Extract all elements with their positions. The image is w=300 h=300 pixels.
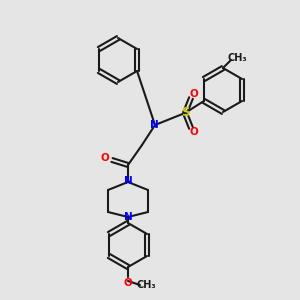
Text: O: O xyxy=(190,127,198,137)
Text: CH₃: CH₃ xyxy=(136,280,156,290)
Text: CH₃: CH₃ xyxy=(227,53,247,63)
Text: O: O xyxy=(190,89,198,99)
Text: N: N xyxy=(124,212,132,222)
Text: O: O xyxy=(124,278,132,288)
Text: N: N xyxy=(150,120,158,130)
Text: S: S xyxy=(181,106,189,119)
Text: N: N xyxy=(124,176,132,186)
Text: O: O xyxy=(100,153,109,163)
